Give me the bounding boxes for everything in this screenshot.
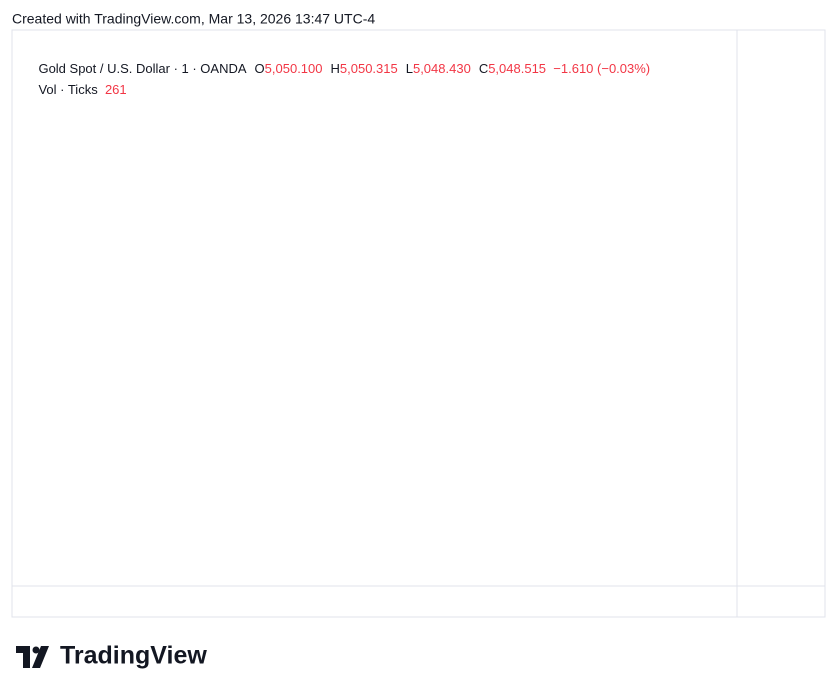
legend-value: 5,050.315 <box>339 61 398 76</box>
volume-last: 261 <box>104 82 127 97</box>
brand: TradingView <box>60 642 207 670</box>
tradingview-logo: TradingView <box>16 642 207 670</box>
legend-value: 5,048.515 <box>488 61 547 76</box>
legend-key: C <box>478 61 489 76</box>
legend-key: O <box>254 61 265 76</box>
volume-title: Vol · Ticks <box>38 82 98 97</box>
volume-legend: Vol · Ticks 261 <box>24 67 127 112</box>
frame <box>11 29 826 618</box>
legend-row: Gold Spot / U.S. Dollar · 1 · OANDA O5,05… <box>24 46 650 91</box>
legend-key: H <box>330 61 340 76</box>
watermark: Created with TradingView.com, Mar 13, 20… <box>12 11 375 27</box>
legend-key: L <box>405 61 413 76</box>
change: −1.610 (−0.03%) <box>553 61 651 76</box>
legend-value: 5,050.100 <box>264 61 323 76</box>
symbol-title: Gold Spot / U.S. Dollar · 1 · OANDA <box>38 61 247 76</box>
legend-value: 5,048.430 <box>412 61 471 76</box>
ohlc-legend: O5,050.100 H5,050.315 L5,048.430 C5,048.515 <box>247 61 547 76</box>
